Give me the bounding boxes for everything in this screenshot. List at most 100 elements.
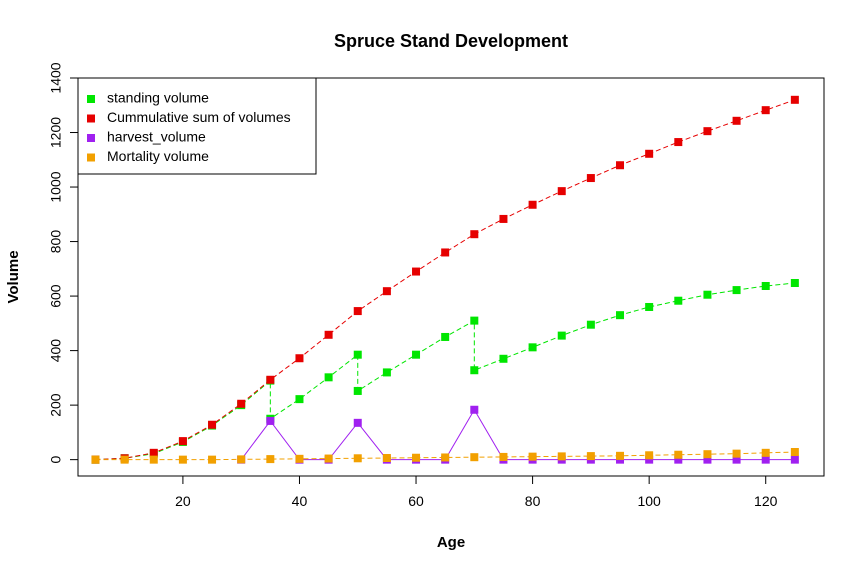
data-point — [790, 95, 799, 104]
legend-label: Mortality volume — [107, 148, 209, 164]
data-point — [616, 451, 625, 460]
data-point — [645, 302, 654, 311]
data-point — [266, 455, 275, 464]
data-point — [732, 449, 741, 458]
data-point — [266, 416, 275, 425]
y-tick-label: 1000 — [48, 171, 64, 202]
x-tick-label: 100 — [637, 493, 661, 509]
legend-item: Cummulative sum of volumes — [87, 109, 291, 125]
data-point — [528, 200, 537, 209]
data-point — [790, 278, 799, 287]
data-point — [557, 452, 566, 461]
data-point — [557, 187, 566, 196]
data-point — [237, 399, 246, 408]
data-point — [732, 286, 741, 295]
data-point — [703, 455, 712, 464]
data-point — [412, 453, 421, 462]
data-point — [382, 368, 391, 377]
data-point — [586, 174, 595, 183]
data-point — [586, 452, 595, 461]
legend-swatch — [87, 95, 95, 103]
data-point — [441, 453, 450, 462]
data-point — [703, 450, 712, 459]
data-point — [266, 375, 275, 384]
data-point — [353, 386, 362, 395]
data-point — [208, 420, 217, 429]
data-point — [412, 267, 421, 276]
data-point — [674, 455, 683, 464]
data-point — [441, 248, 450, 257]
data-point — [645, 149, 654, 158]
x-tick-label: 120 — [754, 493, 778, 509]
data-point — [674, 450, 683, 459]
data-point — [499, 354, 508, 363]
y-tick-label: 200 — [48, 393, 64, 417]
series-line — [240, 408, 795, 461]
y-tick-label: 0 — [48, 456, 64, 464]
data-point — [353, 418, 362, 427]
x-axis-label: Age — [437, 534, 465, 551]
data-point — [499, 214, 508, 223]
data-point — [149, 448, 158, 457]
data-point — [91, 455, 100, 464]
data-point — [353, 307, 362, 316]
data-point — [208, 455, 217, 464]
data-point — [616, 311, 625, 320]
y-axis: 0 200 400 600 800 1000 1200 1400 — [48, 62, 79, 464]
y-tick-label: 800 — [48, 230, 64, 254]
x-axis: 20 40 60 80 100 120 — [175, 475, 778, 509]
data-point — [616, 161, 625, 170]
legend-swatch — [87, 153, 95, 162]
chart-title: Spruce Stand Development — [334, 31, 568, 51]
data-point — [237, 455, 246, 464]
data-point — [761, 455, 770, 464]
data-point — [382, 287, 391, 296]
data-point — [732, 116, 741, 125]
data-point — [412, 350, 421, 359]
data-point — [295, 354, 304, 363]
x-tick-label: 60 — [408, 493, 424, 509]
data-point — [324, 454, 333, 463]
series-3 — [91, 448, 799, 464]
data-point — [324, 373, 333, 382]
data-point — [470, 316, 479, 325]
data-point — [470, 405, 479, 414]
x-tick-label: 80 — [525, 493, 541, 509]
data-point — [790, 455, 799, 464]
data-point — [441, 332, 450, 341]
series-2 — [237, 405, 799, 464]
data-point — [528, 452, 537, 461]
legend-swatch — [87, 134, 95, 142]
data-point — [557, 331, 566, 340]
legend-label: harvest_volume — [107, 129, 206, 145]
x-tick-label: 20 — [175, 493, 191, 509]
legend-label: standing volume — [107, 90, 209, 106]
data-point — [324, 330, 333, 339]
data-point — [761, 106, 770, 115]
legend: standing volume Cummulative sum of volume… — [77, 77, 317, 175]
y-tick-label: 1400 — [48, 62, 64, 93]
y-tick-label: 400 — [48, 339, 64, 363]
data-point — [353, 350, 362, 359]
data-point — [295, 395, 304, 404]
data-point — [761, 448, 770, 457]
legend-box — [77, 77, 317, 175]
data-point — [149, 455, 158, 464]
legend-label: Cummulative sum of volumes — [107, 109, 291, 125]
series-layer — [91, 95, 799, 464]
data-point — [645, 455, 654, 464]
data-point — [674, 138, 683, 147]
data-point — [761, 281, 770, 290]
y-tick-label: 600 — [48, 284, 64, 308]
data-point — [645, 451, 654, 460]
data-point — [499, 452, 508, 461]
data-point — [295, 454, 304, 463]
data-point — [732, 455, 741, 464]
legend-swatch — [87, 114, 95, 123]
data-point — [528, 343, 537, 352]
data-point — [382, 454, 391, 463]
data-point — [790, 448, 799, 457]
legend-item: Mortality volume — [87, 148, 209, 164]
